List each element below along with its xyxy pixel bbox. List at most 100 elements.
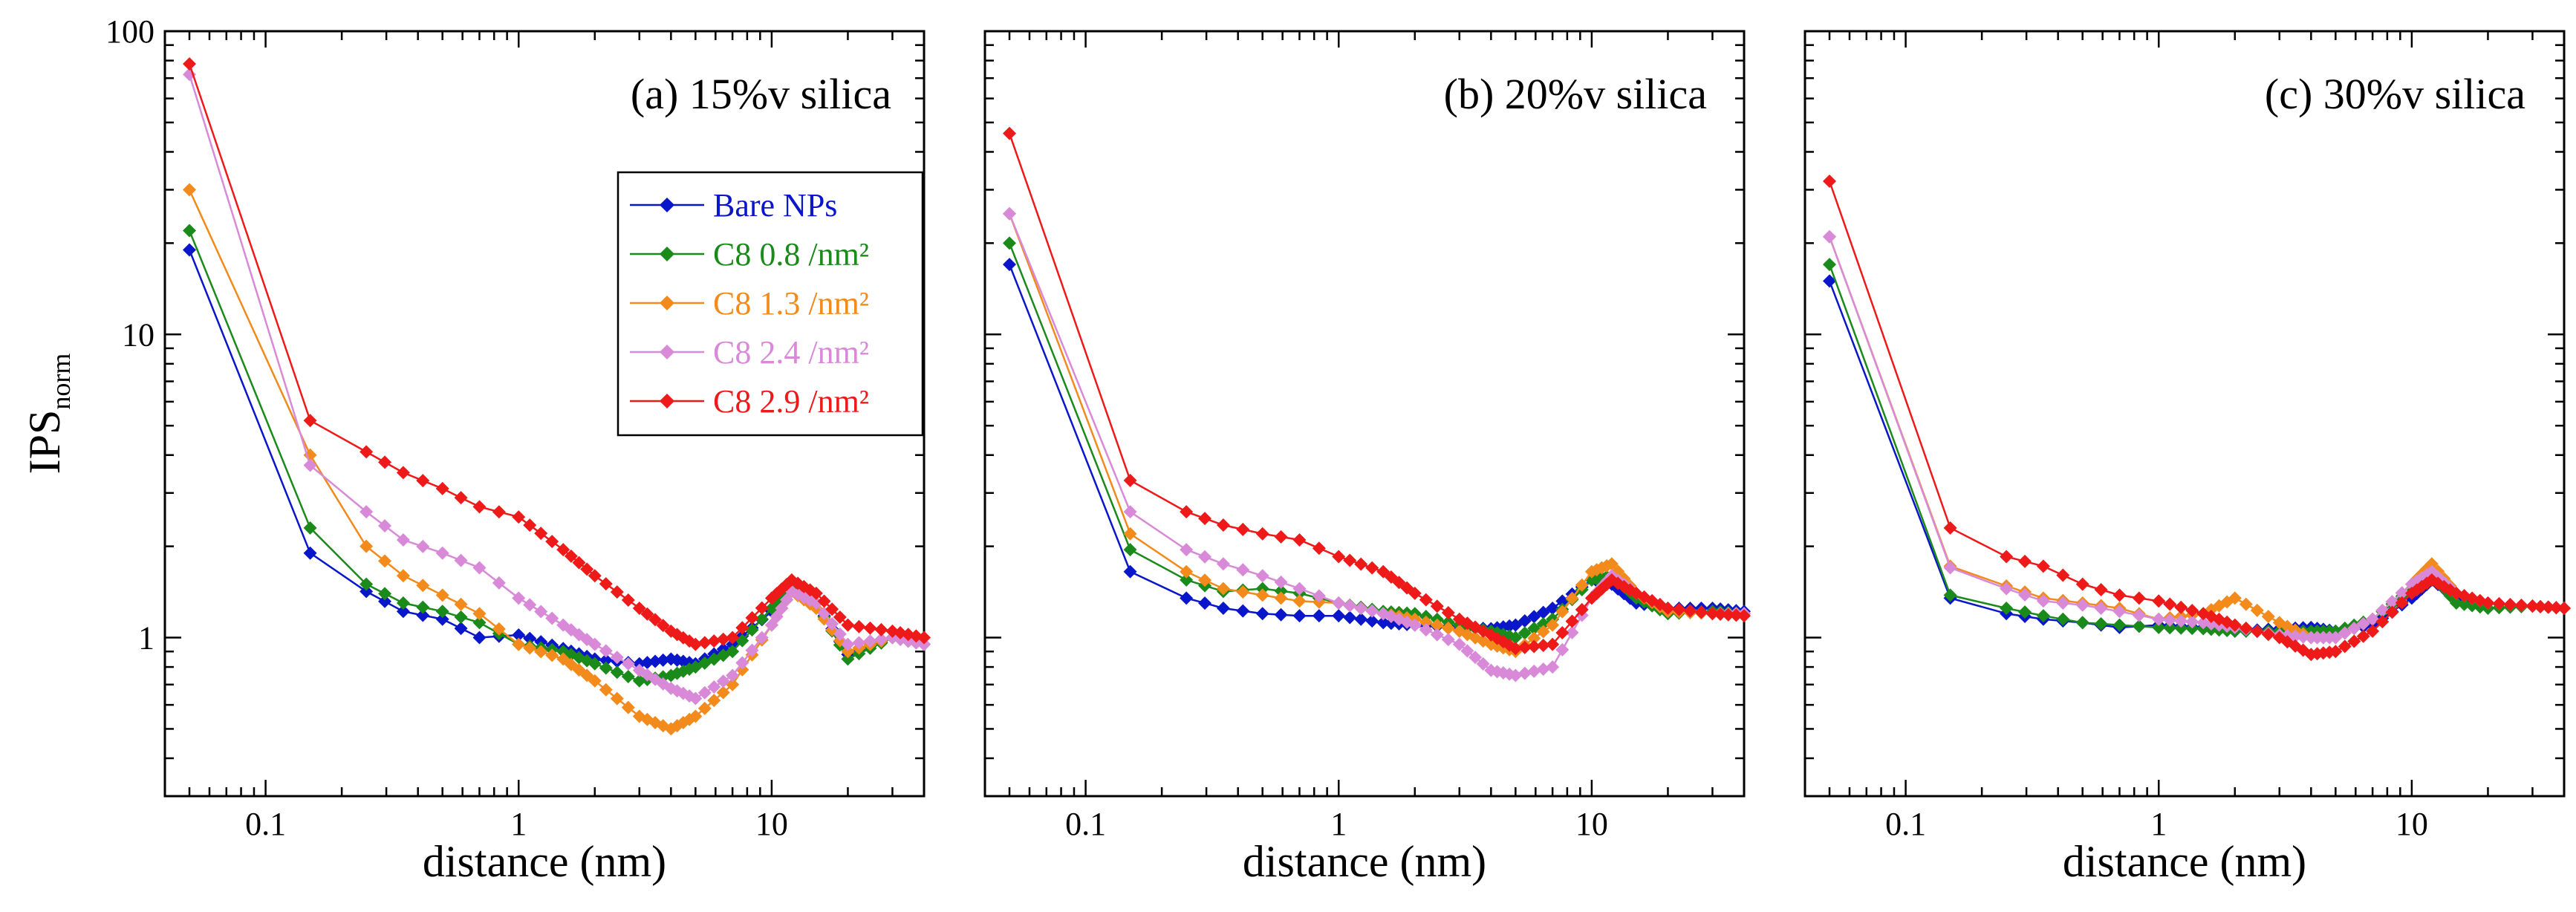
panel-c-point-c8-2-9-nm: [2018, 554, 2032, 568]
panel-a-point-c8-2-4-nm: [770, 610, 784, 624]
panel-c-point-c8-2-9-nm: [2075, 577, 2089, 591]
panel-b-point-c8-2-4-nm: [1460, 644, 1474, 658]
panel-c-point-c8-0-8-nm: [2152, 620, 2166, 634]
panel-b-point-c8-2-9-nm: [1198, 512, 1212, 526]
panel-a-point-c8-1-3-nm: [378, 554, 392, 568]
panel-b-point-c8-2-4-nm: [1408, 618, 1422, 632]
panel-b-point-bare-nps: [1332, 609, 1346, 623]
panel-b-point-c8-2-4-nm: [1255, 569, 1269, 583]
panel-b-point-c8-2-9-nm: [1555, 626, 1570, 640]
panel-c-point-c8-2-4-nm: [2036, 594, 2050, 608]
panel-a-point-bare-nps: [416, 608, 430, 622]
panel-b-point-c8-2-4-nm: [1509, 668, 1523, 683]
panel-c-point-c8-2-4-nm: [2112, 605, 2127, 619]
panel-b-point-bare-nps: [1274, 608, 1288, 622]
y-axis-label-sub: norm: [46, 354, 76, 410]
panel-b-point-c8-2-4-nm: [1518, 666, 1532, 680]
legend-marker-c8-0-8-nm: [660, 247, 674, 261]
panel-c-point-c8-2-9-nm: [2132, 591, 2146, 605]
panel-b-point-c8-2-9-nm: [1365, 561, 1379, 575]
panel-b-series-bare-nps: [1003, 258, 1751, 636]
panel-b-point-c8-2-9-nm: [1661, 601, 1675, 615]
panel-c-point-c8-2-4-nm: [2289, 629, 2303, 643]
panel-a-point-c8-0-8-nm: [755, 612, 769, 626]
panel-a-point-c8-1-3-nm: [454, 597, 468, 611]
panel-a-point-c8-2-9-nm: [809, 586, 823, 600]
panel-a-point-c8-1-3-nm: [599, 683, 613, 697]
legend-marker-c8-1-3-nm: [660, 296, 674, 310]
panel-a-point-c8-2-9-nm: [534, 527, 548, 541]
panel-a-point-c8-2-4-nm: [707, 680, 721, 694]
panel-a-point-c8-2-9-nm: [183, 57, 197, 71]
panel-b-point-c8-2-4-nm: [1536, 662, 1550, 676]
panel-b-point-c8-1-3-nm: [1123, 527, 1137, 541]
panel-a-point-c8-2-9-nm: [610, 585, 624, 599]
panel-c-point-c8-2-4-nm: [2296, 630, 2310, 644]
panel-c-point-c8-0-8-nm: [2036, 609, 2050, 623]
panel-c-point-c8-2-9-nm: [2481, 596, 2495, 610]
panel-a-point-c8-2-4-nm: [545, 611, 559, 625]
panel-b-point-bare-nps: [1365, 614, 1379, 628]
panel-a-point-c8-2-9-nm: [707, 634, 721, 648]
panel-a-point-c8-2-9-nm: [716, 632, 730, 646]
panel-c-point-c8-0-8-nm: [2056, 612, 2070, 626]
panel-c-x-tick-label: 10: [2396, 806, 2428, 842]
panel-a-point-c8-1-3-nm: [396, 569, 410, 583]
panel-b-point-c8-2-4-nm: [1274, 575, 1288, 589]
panel-a-point-c8-2-9-nm: [492, 505, 506, 519]
panel-a-point-c8-2-9-nm: [396, 466, 410, 480]
panel-b-point-c8-2-4-nm: [1354, 602, 1368, 616]
panel-b-series-c8-2-9-nm: [1003, 126, 1751, 656]
panel-b-point-c8-2-4-nm: [1565, 625, 1579, 639]
panel-a-point-c8-2-9-nm: [726, 631, 740, 645]
panel-c-point-c8-2-4-nm: [2075, 598, 2089, 612]
panel-c-point-c8-2-4-nm: [2056, 596, 2070, 610]
panel-b-point-c8-2-9-nm: [1332, 550, 1346, 564]
panel-a-point-c8-2-9-nm: [572, 556, 586, 570]
panel-b-point-c8-2-9-nm: [1003, 126, 1017, 140]
panel-a-point-c8-2-9-nm: [580, 562, 594, 576]
panel-b-point-c8-1-3-nm: [1419, 615, 1433, 629]
panel-c-line-bare-nps: [1828, 280, 2565, 633]
panel-b-point-c8-1-3-nm: [1255, 588, 1269, 602]
panel-b-point-c8-2-4-nm: [1430, 628, 1444, 642]
panel-b-point-c8-2-4-nm: [1468, 651, 1483, 665]
panel-a-point-c8-1-3-nm: [545, 648, 559, 662]
panel-a-point-c8-1-3-nm: [492, 622, 506, 636]
panel-a-point-c8-0-8-nm: [378, 587, 392, 601]
panel-a-x-tick-label: 1: [510, 806, 527, 842]
panel-c-point-c8-1-3-nm: [2261, 610, 2275, 624]
panel-b-point-c8-2-9-nm: [1737, 609, 1751, 623]
panel-c-ticks: 0.1 1 10: [1803, 30, 2566, 842]
panel-a-point-c8-1-3-nm: [621, 700, 635, 714]
panel-a-point-c8-2-4-nm: [588, 637, 602, 651]
panel-a-point-bare-nps: [435, 612, 449, 626]
legend-label-c8-2-9-nm: C8 2.9 /nm²: [713, 383, 869, 420]
panel-b: 0.1 1 10 (b) 20%v silica distance (nm): [983, 30, 1751, 886]
panel-a-point-c8-2-4-nm: [775, 601, 789, 615]
panel-c-point-c8-2-9-nm: [2557, 601, 2571, 615]
panel-b-point-bare-nps: [1003, 258, 1017, 272]
panel-c-point-c8-2-9-nm: [2250, 625, 2264, 639]
panel-a-point-c8-0-8-nm: [735, 633, 749, 648]
panel-a-point-bare-nps: [640, 656, 654, 670]
panel-a-point-bare-nps: [648, 654, 663, 668]
panel-b-point-c8-2-9-nm: [1546, 637, 1560, 651]
panel-c-point-c8-2-9-nm: [2503, 598, 2517, 612]
panel-a-point-c8-0-8-nm: [435, 605, 449, 619]
panel-b-point-c8-1-3-nm: [1430, 618, 1444, 632]
panel-c-point-c8-2-4-nm: [2000, 582, 2014, 596]
panel-b-point-c8-2-9-nm: [1536, 639, 1550, 653]
panel-c-point-c8-2-9-nm: [2549, 601, 2563, 615]
panel-c-point-c8-2-4-nm: [2395, 586, 2409, 600]
panel-a-point-c8-2-4-nm: [360, 505, 374, 519]
panel-c-point-c8-2-9-nm: [1943, 521, 1957, 535]
panel-a-point-bare-nps: [512, 628, 526, 642]
panel-b-point-bare-nps: [1255, 607, 1269, 621]
panel-b-point-c8-1-3-nm: [1546, 618, 1560, 632]
panel-c-point-c8-2-4-nm: [2329, 631, 2343, 645]
panel-c-series-bare-nps: [1823, 274, 2571, 638]
panel-a-point-c8-1-3-nm: [716, 685, 730, 700]
panel-a-point-c8-2-4-nm: [454, 553, 468, 567]
